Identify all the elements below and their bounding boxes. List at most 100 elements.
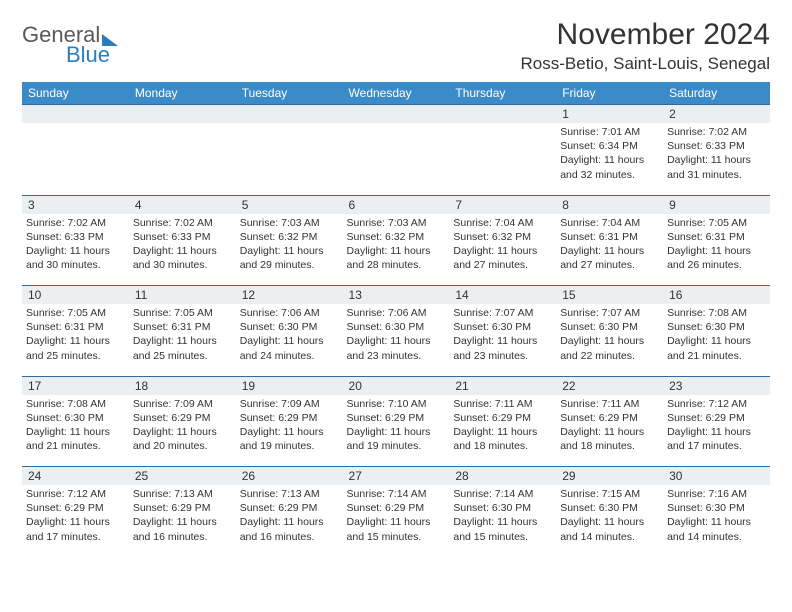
daynum-cell — [22, 105, 129, 124]
calendar-page: GeneralBlue November 2024 Ross-Betio, Sa… — [0, 0, 792, 557]
sunrise-text: Sunrise: 7:07 AM — [453, 306, 552, 320]
daylight-text: Daylight: 11 hours and 21 minutes. — [26, 425, 125, 453]
sunset-text: Sunset: 6:30 PM — [453, 320, 552, 334]
daylight-text: Daylight: 11 hours and 26 minutes. — [667, 244, 766, 272]
daynum-cell: 18 — [129, 376, 236, 395]
daylight-text: Daylight: 11 hours and 21 minutes. — [667, 334, 766, 362]
dayhead-fri: Friday — [556, 82, 663, 105]
sunset-text: Sunset: 6:31 PM — [560, 230, 659, 244]
day-cell: Sunrise: 7:15 AMSunset: 6:30 PMDaylight:… — [556, 485, 663, 557]
info-row: Sunrise: 7:02 AMSunset: 6:33 PMDaylight:… — [22, 214, 770, 286]
day-cell — [343, 123, 450, 195]
sunrise-text: Sunrise: 7:14 AM — [347, 487, 446, 501]
sunset-text: Sunset: 6:32 PM — [453, 230, 552, 244]
month-title: November 2024 — [521, 18, 770, 52]
info-row: Sunrise: 7:12 AMSunset: 6:29 PMDaylight:… — [22, 485, 770, 557]
day-cell: Sunrise: 7:07 AMSunset: 6:30 PMDaylight:… — [556, 304, 663, 376]
day-cell: Sunrise: 7:13 AMSunset: 6:29 PMDaylight:… — [236, 485, 343, 557]
daynum-cell: 23 — [663, 376, 770, 395]
sunset-text: Sunset: 6:29 PM — [26, 501, 125, 515]
day-cell: Sunrise: 7:02 AMSunset: 6:33 PMDaylight:… — [22, 214, 129, 286]
daylight-text: Daylight: 11 hours and 15 minutes. — [453, 515, 552, 543]
daynum-cell: 19 — [236, 376, 343, 395]
daylight-text: Daylight: 11 hours and 27 minutes. — [453, 244, 552, 272]
sunset-text: Sunset: 6:30 PM — [560, 320, 659, 334]
daynum-cell: 12 — [236, 286, 343, 305]
day-cell — [236, 123, 343, 195]
daylight-text: Daylight: 11 hours and 24 minutes. — [240, 334, 339, 362]
day-cell — [449, 123, 556, 195]
daynum-cell: 21 — [449, 376, 556, 395]
sunrise-text: Sunrise: 7:13 AM — [240, 487, 339, 501]
day-cell: Sunrise: 7:07 AMSunset: 6:30 PMDaylight:… — [449, 304, 556, 376]
dayhead-tue: Tuesday — [236, 82, 343, 105]
day-cell: Sunrise: 7:01 AMSunset: 6:34 PMDaylight:… — [556, 123, 663, 195]
day-cell: Sunrise: 7:02 AMSunset: 6:33 PMDaylight:… — [129, 214, 236, 286]
daylight-text: Daylight: 11 hours and 14 minutes. — [560, 515, 659, 543]
sunrise-text: Sunrise: 7:05 AM — [667, 216, 766, 230]
sunset-text: Sunset: 6:29 PM — [133, 501, 232, 515]
daynum-cell: 9 — [663, 195, 770, 214]
daylight-text: Daylight: 11 hours and 22 minutes. — [560, 334, 659, 362]
sunrise-text: Sunrise: 7:14 AM — [453, 487, 552, 501]
sunset-text: Sunset: 6:33 PM — [133, 230, 232, 244]
sunrise-text: Sunrise: 7:09 AM — [133, 397, 232, 411]
sunset-text: Sunset: 6:30 PM — [560, 501, 659, 515]
calendar-table: Sunday Monday Tuesday Wednesday Thursday… — [22, 82, 770, 557]
daylight-text: Daylight: 11 hours and 23 minutes. — [347, 334, 446, 362]
day-cell: Sunrise: 7:09 AMSunset: 6:29 PMDaylight:… — [236, 395, 343, 467]
sunset-text: Sunset: 6:29 PM — [240, 411, 339, 425]
page-header: GeneralBlue November 2024 Ross-Betio, Sa… — [22, 18, 770, 74]
sunrise-text: Sunrise: 7:06 AM — [240, 306, 339, 320]
sunrise-text: Sunrise: 7:04 AM — [453, 216, 552, 230]
daynum-row: 10111213141516 — [22, 286, 770, 305]
sunset-text: Sunset: 6:33 PM — [26, 230, 125, 244]
daynum-cell: 3 — [22, 195, 129, 214]
day-cell: Sunrise: 7:04 AMSunset: 6:31 PMDaylight:… — [556, 214, 663, 286]
dayhead-sat: Saturday — [663, 82, 770, 105]
sunrise-text: Sunrise: 7:04 AM — [560, 216, 659, 230]
dayhead-thu: Thursday — [449, 82, 556, 105]
daylight-text: Daylight: 11 hours and 18 minutes. — [560, 425, 659, 453]
day-cell: Sunrise: 7:05 AMSunset: 6:31 PMDaylight:… — [663, 214, 770, 286]
daylight-text: Daylight: 11 hours and 14 minutes. — [667, 515, 766, 543]
daynum-cell: 5 — [236, 195, 343, 214]
daynum-row: 3456789 — [22, 195, 770, 214]
day-cell — [129, 123, 236, 195]
sunrise-text: Sunrise: 7:12 AM — [667, 397, 766, 411]
daylight-text: Daylight: 11 hours and 17 minutes. — [26, 515, 125, 543]
sunrise-text: Sunrise: 7:10 AM — [347, 397, 446, 411]
daynum-cell: 24 — [22, 467, 129, 486]
day-cell — [22, 123, 129, 195]
sunset-text: Sunset: 6:30 PM — [667, 320, 766, 334]
sunrise-text: Sunrise: 7:03 AM — [347, 216, 446, 230]
sunrise-text: Sunrise: 7:11 AM — [453, 397, 552, 411]
day-cell: Sunrise: 7:09 AMSunset: 6:29 PMDaylight:… — [129, 395, 236, 467]
daynum-cell: 28 — [449, 467, 556, 486]
info-row: Sunrise: 7:05 AMSunset: 6:31 PMDaylight:… — [22, 304, 770, 376]
info-row: Sunrise: 7:08 AMSunset: 6:30 PMDaylight:… — [22, 395, 770, 467]
daynum-cell: 16 — [663, 286, 770, 305]
daylight-text: Daylight: 11 hours and 25 minutes. — [133, 334, 232, 362]
sunset-text: Sunset: 6:29 PM — [347, 501, 446, 515]
daynum-cell: 27 — [343, 467, 450, 486]
daylight-text: Daylight: 11 hours and 18 minutes. — [453, 425, 552, 453]
sunrise-text: Sunrise: 7:02 AM — [26, 216, 125, 230]
day-cell: Sunrise: 7:02 AMSunset: 6:33 PMDaylight:… — [663, 123, 770, 195]
sunset-text: Sunset: 6:30 PM — [26, 411, 125, 425]
day-cell: Sunrise: 7:14 AMSunset: 6:30 PMDaylight:… — [449, 485, 556, 557]
sunset-text: Sunset: 6:31 PM — [133, 320, 232, 334]
sunset-text: Sunset: 6:29 PM — [560, 411, 659, 425]
daynum-cell — [449, 105, 556, 124]
day-cell: Sunrise: 7:14 AMSunset: 6:29 PMDaylight:… — [343, 485, 450, 557]
daylight-text: Daylight: 11 hours and 30 minutes. — [133, 244, 232, 272]
daynum-cell: 20 — [343, 376, 450, 395]
sunrise-text: Sunrise: 7:07 AM — [560, 306, 659, 320]
sunset-text: Sunset: 6:32 PM — [240, 230, 339, 244]
sunrise-text: Sunrise: 7:16 AM — [667, 487, 766, 501]
daylight-text: Daylight: 11 hours and 30 minutes. — [26, 244, 125, 272]
daylight-text: Daylight: 11 hours and 20 minutes. — [133, 425, 232, 453]
day-cell: Sunrise: 7:11 AMSunset: 6:29 PMDaylight:… — [449, 395, 556, 467]
daynum-cell: 11 — [129, 286, 236, 305]
daynum-row: 17181920212223 — [22, 376, 770, 395]
